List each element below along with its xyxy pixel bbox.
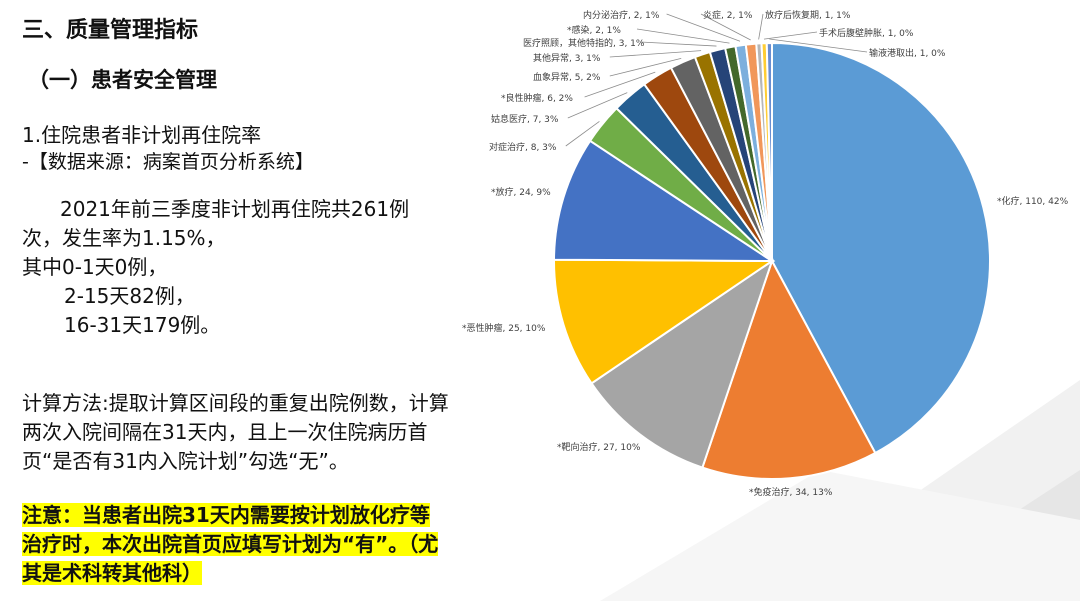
pie-slice xyxy=(771,41,991,455)
pie-slice xyxy=(553,258,776,385)
indicator-title: 1.住院患者非计划再住院率 xyxy=(22,123,262,147)
leader-line xyxy=(609,58,682,77)
slice-label: 血象异常, 5, 2% xyxy=(533,71,601,83)
leader-line xyxy=(758,13,764,40)
stats-line: 2021年前三季度非计划再住院共261例 xyxy=(60,197,410,221)
leader-line xyxy=(763,31,818,40)
slice-label: 对症治疗, 8, 3% xyxy=(489,141,557,153)
pie-slice xyxy=(765,41,773,262)
note-text: 注意：当患者出院31天内需要按计划放化疗等治疗时，本次出院首页应填写计划为“有”… xyxy=(22,503,439,585)
note-highlight: 注意：当患者出院31天内需要按计划放化疗等治疗时，本次出院首页应填写计划为“有”… xyxy=(22,501,442,588)
leader-line xyxy=(609,50,702,58)
section-heading: 三、质量管理指标 xyxy=(22,18,199,43)
slice-label: 炎症, 2, 1% xyxy=(703,9,753,21)
leader-line xyxy=(700,13,751,41)
slice-label: *恶性肿瘤, 25, 10% xyxy=(462,322,546,334)
leader-line xyxy=(769,38,868,53)
calculation-method: 计算方法:提取计算区间段的重复出院例数，计算两次入院间隔在31天内，且上一次住院… xyxy=(22,391,449,473)
slice-label: *化疗, 110, 42% xyxy=(997,195,1069,207)
slice-label: *免疫治疗, 34, 13% xyxy=(749,486,833,498)
slice-label: 内分泌治疗, 2, 1% xyxy=(583,9,660,21)
leader-line xyxy=(640,41,717,47)
pie-slice xyxy=(590,258,774,469)
pie-slice xyxy=(701,258,877,480)
slice-label: 姑息医疗, 7, 3% xyxy=(491,113,559,125)
slice-label: 放疗后恢复期, 1, 1% xyxy=(765,9,851,21)
leader-line xyxy=(565,121,600,147)
slice-label: *感染, 2, 1% xyxy=(567,24,621,36)
stats-line: 16-31天179例。 xyxy=(64,313,221,337)
slice-label: 手术后腹壁肿胀, 1, 0% xyxy=(819,27,914,39)
pie-slice xyxy=(552,139,776,263)
slice-label: *靶向治疗, 27, 10% xyxy=(557,441,641,453)
stats-line: 2-15天82例， xyxy=(64,284,195,308)
slice-label: 医疗照顾，其他特指的, 3, 1% xyxy=(523,37,645,49)
slice-label: 其他异常, 3, 1% xyxy=(533,52,601,64)
leader-line xyxy=(636,28,730,44)
leader-line xyxy=(584,71,656,98)
statistics-block: 2021年前三季度非计划再住院共261例 次，发生率为1.15%， 其中0-1天… xyxy=(22,195,409,340)
slice-label: 输液港取出, 1, 0% xyxy=(869,47,946,59)
pie-chart-panel: *化疗, 110, 42% *免疫治疗, 34, 13% *靶向治疗, 27, 10… xyxy=(459,5,1080,510)
slice-label: *良性肿瘤, 6, 2% xyxy=(501,92,573,104)
slice-label: *放疗, 24, 9% xyxy=(491,186,551,198)
stats-line: 次，发生率为1.15%， xyxy=(22,226,226,250)
leader-line xyxy=(567,92,628,119)
stats-line: 其中0-1天0例， xyxy=(22,255,168,279)
leader-line xyxy=(666,13,741,42)
subsection-heading: （一）患者安全管理 xyxy=(28,68,217,92)
data-source: -【数据来源：病案首页分析系统】 xyxy=(22,151,314,173)
pie-chart: *化疗, 110, 42% *免疫治疗, 34, 13% *靶向治疗, 27, 10… xyxy=(462,9,1069,498)
